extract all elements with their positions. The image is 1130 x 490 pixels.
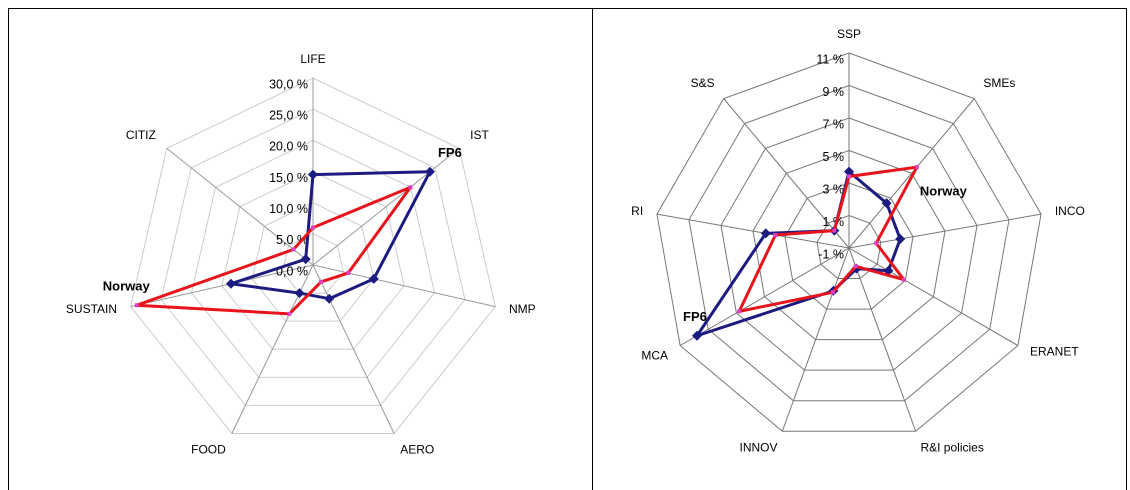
grid-ring bbox=[160, 108, 466, 406]
marker bbox=[368, 273, 379, 284]
spoke bbox=[166, 148, 314, 266]
spoke bbox=[130, 264, 314, 308]
category-label: MCA bbox=[641, 349, 668, 363]
grid-ring bbox=[130, 77, 496, 434]
marker bbox=[134, 303, 139, 308]
spoke bbox=[723, 98, 850, 249]
spoke bbox=[848, 247, 917, 432]
tick-label: 3 % bbox=[822, 182, 844, 196]
frame bbox=[8, 8, 1127, 490]
tick-label: 1 % bbox=[822, 215, 844, 229]
tick-label: 11 % bbox=[816, 52, 844, 66]
category-label: RI bbox=[631, 204, 643, 218]
category-label: IST bbox=[470, 128, 489, 142]
grid-ring bbox=[221, 170, 405, 350]
marker bbox=[847, 174, 851, 179]
grid-ring bbox=[720, 117, 978, 371]
category-label: AERO bbox=[400, 442, 434, 456]
marker bbox=[408, 185, 413, 190]
marker bbox=[914, 165, 919, 170]
marker bbox=[895, 233, 906, 244]
marker bbox=[300, 254, 311, 265]
marker bbox=[225, 278, 236, 289]
category-label: INCO bbox=[1055, 204, 1085, 218]
marker bbox=[291, 247, 296, 252]
marker bbox=[853, 264, 858, 269]
category-label: S&S bbox=[691, 76, 715, 90]
marker bbox=[874, 241, 879, 246]
category-label: FOOD bbox=[191, 442, 226, 456]
category-label: R&I policies bbox=[920, 441, 983, 455]
series-line bbox=[135, 185, 412, 316]
marker bbox=[287, 311, 292, 316]
tick-label: 7 % bbox=[822, 117, 844, 131]
tick-label: 30,0 % bbox=[269, 77, 308, 91]
series-label: FP6 bbox=[438, 145, 462, 160]
tick-label: -1 % bbox=[818, 247, 844, 261]
category-label: LIFE bbox=[300, 52, 325, 66]
marker bbox=[881, 198, 892, 209]
tick-label: 5 % bbox=[822, 150, 844, 164]
series-label: FP6 bbox=[683, 309, 707, 324]
category-label: CITIZ bbox=[126, 128, 156, 142]
marker bbox=[737, 309, 742, 314]
series-label: Norway bbox=[920, 184, 968, 199]
spoke bbox=[312, 264, 496, 308]
grid-ring bbox=[752, 149, 946, 341]
category-label: INNOV bbox=[740, 441, 778, 455]
category-label: NMP bbox=[509, 302, 536, 316]
marker bbox=[324, 293, 335, 304]
grid-ring bbox=[784, 182, 914, 310]
grid-ring bbox=[656, 52, 1042, 432]
marker bbox=[830, 290, 835, 295]
tick-label: 9 % bbox=[822, 85, 844, 99]
spoke bbox=[312, 148, 460, 266]
marker bbox=[346, 271, 351, 276]
category-label: SSP bbox=[837, 27, 861, 41]
marker bbox=[319, 279, 324, 284]
series-line bbox=[695, 170, 902, 338]
spoke bbox=[848, 247, 1019, 346]
tick-label: 25,0 % bbox=[269, 108, 308, 122]
spoke bbox=[679, 247, 850, 346]
spoke bbox=[781, 247, 850, 432]
spoke bbox=[656, 213, 850, 249]
marker bbox=[294, 288, 305, 299]
marker bbox=[760, 228, 771, 239]
marker bbox=[692, 330, 703, 341]
tick-label: 10,0 % bbox=[269, 202, 308, 216]
spoke bbox=[848, 213, 1042, 249]
category-label: SMEs bbox=[983, 76, 1015, 90]
category-label: SUSTAIN bbox=[66, 302, 117, 316]
grid-ring bbox=[688, 84, 1010, 402]
grid-ring bbox=[251, 202, 375, 322]
category-label: ERANET bbox=[1030, 345, 1079, 359]
spoke bbox=[312, 264, 395, 434]
marker bbox=[311, 225, 315, 230]
tick-label: 20,0 % bbox=[269, 140, 308, 154]
series-label: Norway bbox=[103, 279, 151, 294]
marker bbox=[308, 169, 318, 180]
marker bbox=[844, 166, 854, 177]
marker bbox=[424, 166, 435, 177]
spoke bbox=[848, 98, 975, 249]
series-line bbox=[229, 170, 432, 301]
grid-ring bbox=[190, 139, 436, 378]
series-line bbox=[737, 165, 919, 313]
tick-label: 15,0 % bbox=[269, 171, 308, 185]
marker bbox=[901, 277, 906, 282]
marker bbox=[832, 228, 837, 233]
marker bbox=[773, 233, 778, 238]
